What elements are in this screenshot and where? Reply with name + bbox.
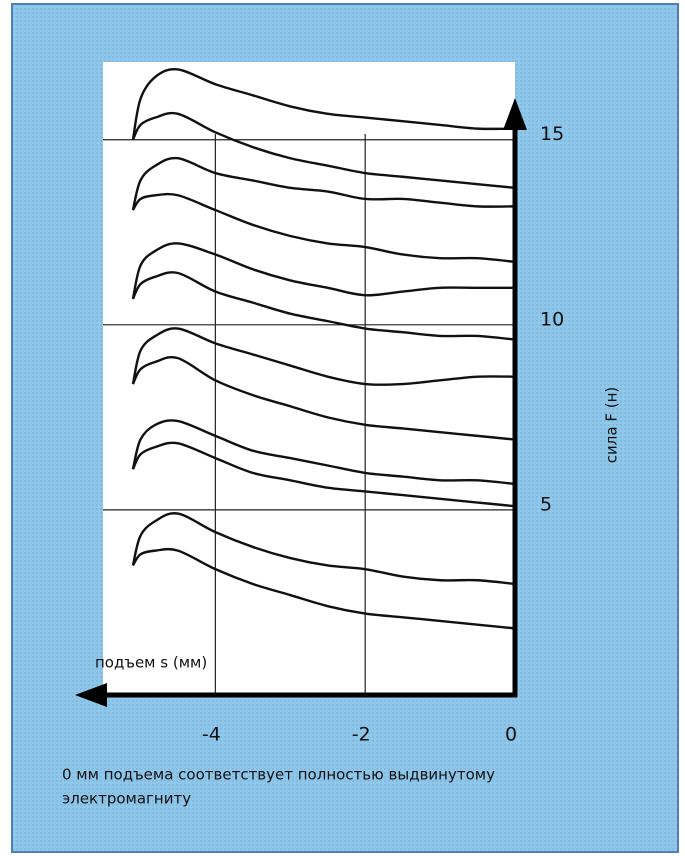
y-arrow [503,98,527,130]
y-tick-label: 5 [540,493,552,515]
x-axis-label: подъем s (мм) [95,654,207,672]
y-axis-label: сила F (н) [603,387,621,463]
force-curve [131,156,516,211]
force-curve [131,271,516,341]
force-curve [131,111,516,190]
x-tick-label: -4 [202,724,221,746]
force-curve [131,441,516,508]
x-arrow [75,683,107,707]
y-tick-label: 10 [540,308,564,330]
y-tick-label: 15 [540,123,564,145]
force-curve [131,67,516,140]
force-curve [131,512,516,586]
force-curve [131,419,516,486]
note-line: электромагниту [62,790,191,808]
x-tick-label: 0 [505,724,517,746]
force-curve [131,192,516,264]
force-curve [131,242,515,300]
x-tick-label: -2 [352,724,371,746]
force-curve [131,327,516,386]
note-line: 0 мм подъема соответствует полностью выд… [62,766,495,784]
force-curve [131,547,516,630]
curves [131,67,516,630]
force-curve [131,355,516,441]
